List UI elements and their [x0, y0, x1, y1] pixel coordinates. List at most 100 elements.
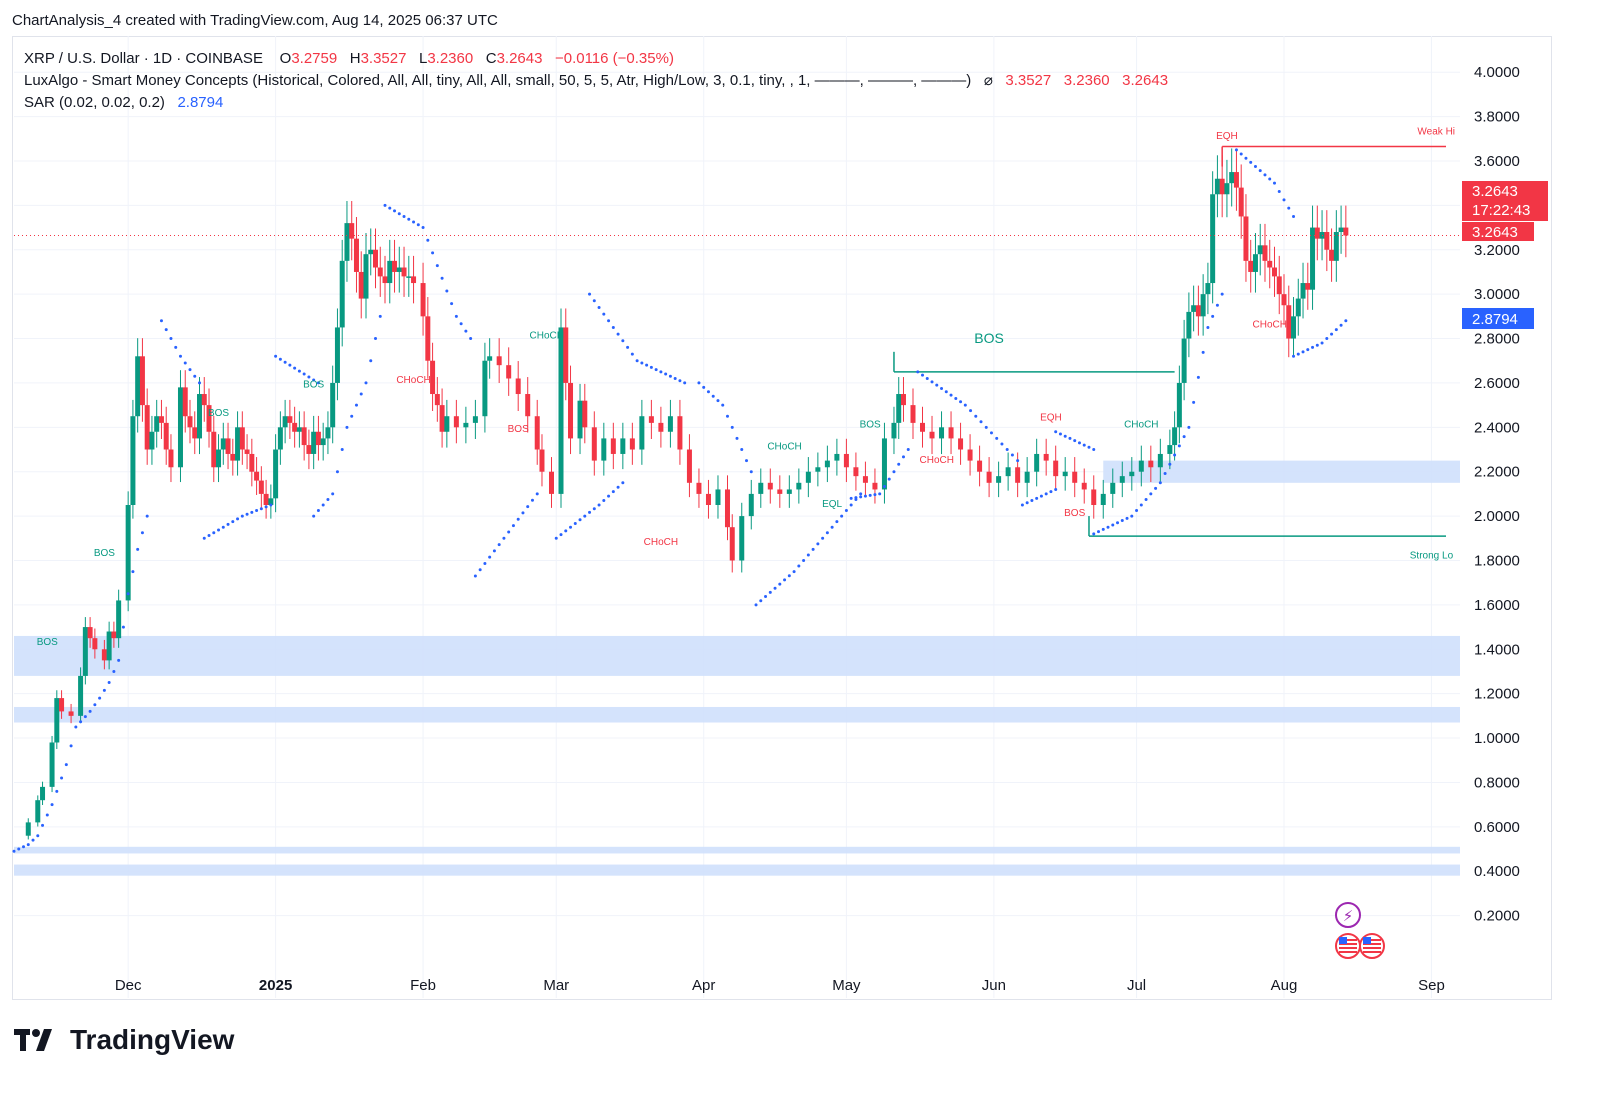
candle	[910, 388, 916, 439]
candle	[1276, 255, 1282, 315]
candle	[101, 639, 107, 670]
candle	[796, 468, 802, 504]
last-price-box	[1462, 181, 1548, 221]
candle	[1200, 274, 1206, 336]
structure-label: BOS	[508, 424, 529, 435]
candle-body	[1072, 471, 1078, 483]
sar-dot	[1244, 156, 1248, 160]
sar-dot	[121, 625, 125, 629]
candle	[900, 377, 906, 422]
candle	[496, 338, 502, 384]
chart-panel[interactable]	[12, 36, 1552, 1000]
candle-body	[487, 356, 493, 361]
indicator-smc-label[interactable]: LuxAlgo - Smart Money Concepts (Historic…	[24, 72, 972, 89]
sar-dot	[1092, 448, 1096, 452]
sar-dot	[131, 570, 135, 574]
sar-dot	[416, 223, 420, 227]
indicator-sar-label[interactable]: SAR (0.02, 0.02, 0.2)	[24, 94, 165, 111]
candle	[1062, 457, 1068, 491]
sar-price-box	[1462, 308, 1534, 329]
candle	[68, 703, 74, 724]
sar-dot	[516, 517, 520, 521]
candle-body	[496, 356, 502, 366]
candle	[1034, 438, 1040, 487]
candle	[853, 452, 859, 491]
candle-body	[453, 416, 459, 428]
candle-body	[534, 416, 540, 450]
indicator-smc-value-1: 3.3527	[1005, 72, 1052, 89]
candle	[434, 377, 440, 422]
candle-body	[1167, 445, 1173, 454]
candle-body	[948, 427, 954, 439]
candle-body	[658, 422, 664, 432]
structure-label: EQL	[822, 499, 842, 510]
candle	[967, 434, 973, 476]
candle-body	[482, 360, 488, 417]
sar-dot	[635, 359, 639, 363]
sar-dot	[1315, 343, 1319, 347]
x-tick-label: Apr	[692, 977, 715, 994]
sar-dot	[492, 549, 496, 553]
candle	[387, 239, 393, 304]
candle-body	[696, 482, 702, 494]
x-tick-label: Feb	[410, 977, 436, 994]
candle	[558, 308, 564, 508]
sar-dot	[1196, 375, 1200, 379]
x-tick-label: Mar	[543, 977, 569, 994]
candle	[1257, 223, 1263, 276]
candle-body	[872, 482, 878, 490]
candle-body	[239, 427, 245, 450]
sar-dot	[264, 505, 268, 509]
candle-body	[1248, 260, 1254, 272]
sar-dot	[944, 390, 948, 394]
us-flag-icon	[1359, 933, 1385, 959]
candle	[896, 377, 902, 439]
y-tick-label: 1.8000	[1474, 552, 1520, 569]
sar-dot	[469, 337, 473, 341]
candle	[144, 388, 150, 465]
symbol-name[interactable]: XRP / U.S. Dollar · 1D · COINBASE	[24, 50, 263, 67]
candle	[149, 415, 155, 465]
candle-body	[939, 427, 945, 439]
sar-dot	[592, 507, 596, 511]
sar-dot	[668, 374, 672, 378]
candle-body	[439, 405, 445, 432]
candle	[1091, 475, 1097, 519]
sar-dot	[984, 425, 988, 429]
candle	[301, 411, 307, 461]
candle	[648, 399, 654, 439]
legend-indicator-smc[interactable]: LuxAlgo - Smart Money Concepts (Historic…	[24, 70, 1168, 92]
sar-dot	[521, 511, 525, 515]
candle	[82, 617, 88, 685]
sar-dot	[989, 431, 993, 435]
sar-dot	[787, 574, 791, 578]
flag-stripe	[1363, 943, 1381, 945]
low-value: 3.2360	[427, 50, 474, 67]
sar-dot	[511, 524, 515, 528]
sar-dot	[1020, 503, 1024, 507]
legend-symbol-row[interactable]: XRP / U.S. Dollar · 1D · COINBASE O3.275…	[24, 48, 1168, 70]
candle-body	[1267, 260, 1273, 268]
sar-dot	[198, 381, 202, 385]
sar-dot	[107, 681, 111, 685]
legend-indicator-sar[interactable]: SAR (0.02, 0.02, 0.2) 2.8794	[24, 92, 1168, 114]
structure-label: BOS	[1064, 508, 1085, 519]
candle	[1310, 205, 1316, 310]
candle-body	[78, 675, 84, 716]
candle-body	[767, 482, 773, 490]
sar-dot	[725, 414, 729, 418]
tradingview-brand[interactable]: TradingView	[14, 1024, 234, 1056]
sar-dot	[1277, 189, 1281, 193]
structure-label: BOS	[860, 419, 881, 430]
candle	[729, 514, 735, 573]
sar-dot	[607, 319, 611, 323]
candle	[1138, 445, 1144, 487]
sar-dot	[464, 329, 468, 333]
candle	[401, 246, 407, 297]
sar-dot	[849, 503, 853, 507]
candle	[1343, 205, 1349, 258]
candle-body	[406, 276, 412, 278]
candle-body	[539, 449, 545, 472]
sar-dot	[1301, 350, 1305, 354]
